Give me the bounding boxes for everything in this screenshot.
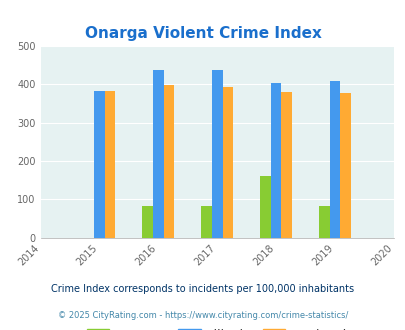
Bar	[211, 70, 222, 238]
Bar	[222, 87, 232, 238]
Text: Crime Index corresponds to incidents per 100,000 inhabitants: Crime Index corresponds to incidents per…	[51, 284, 354, 294]
Bar	[339, 92, 350, 238]
Text: © 2025 CityRating.com - https://www.cityrating.com/crime-statistics/: © 2025 CityRating.com - https://www.city…	[58, 312, 347, 320]
Bar	[104, 91, 115, 238]
Bar	[260, 176, 270, 238]
Bar	[94, 91, 104, 238]
Legend: Onarga, Illinois, National: Onarga, Illinois, National	[82, 324, 352, 330]
Bar	[153, 70, 163, 238]
Bar	[329, 82, 339, 238]
Bar	[163, 85, 174, 238]
Bar	[142, 206, 153, 238]
Bar	[270, 82, 281, 238]
Bar	[201, 206, 211, 238]
Bar	[281, 92, 291, 238]
Text: Onarga Violent Crime Index: Onarga Violent Crime Index	[84, 26, 321, 41]
Bar	[318, 206, 329, 238]
